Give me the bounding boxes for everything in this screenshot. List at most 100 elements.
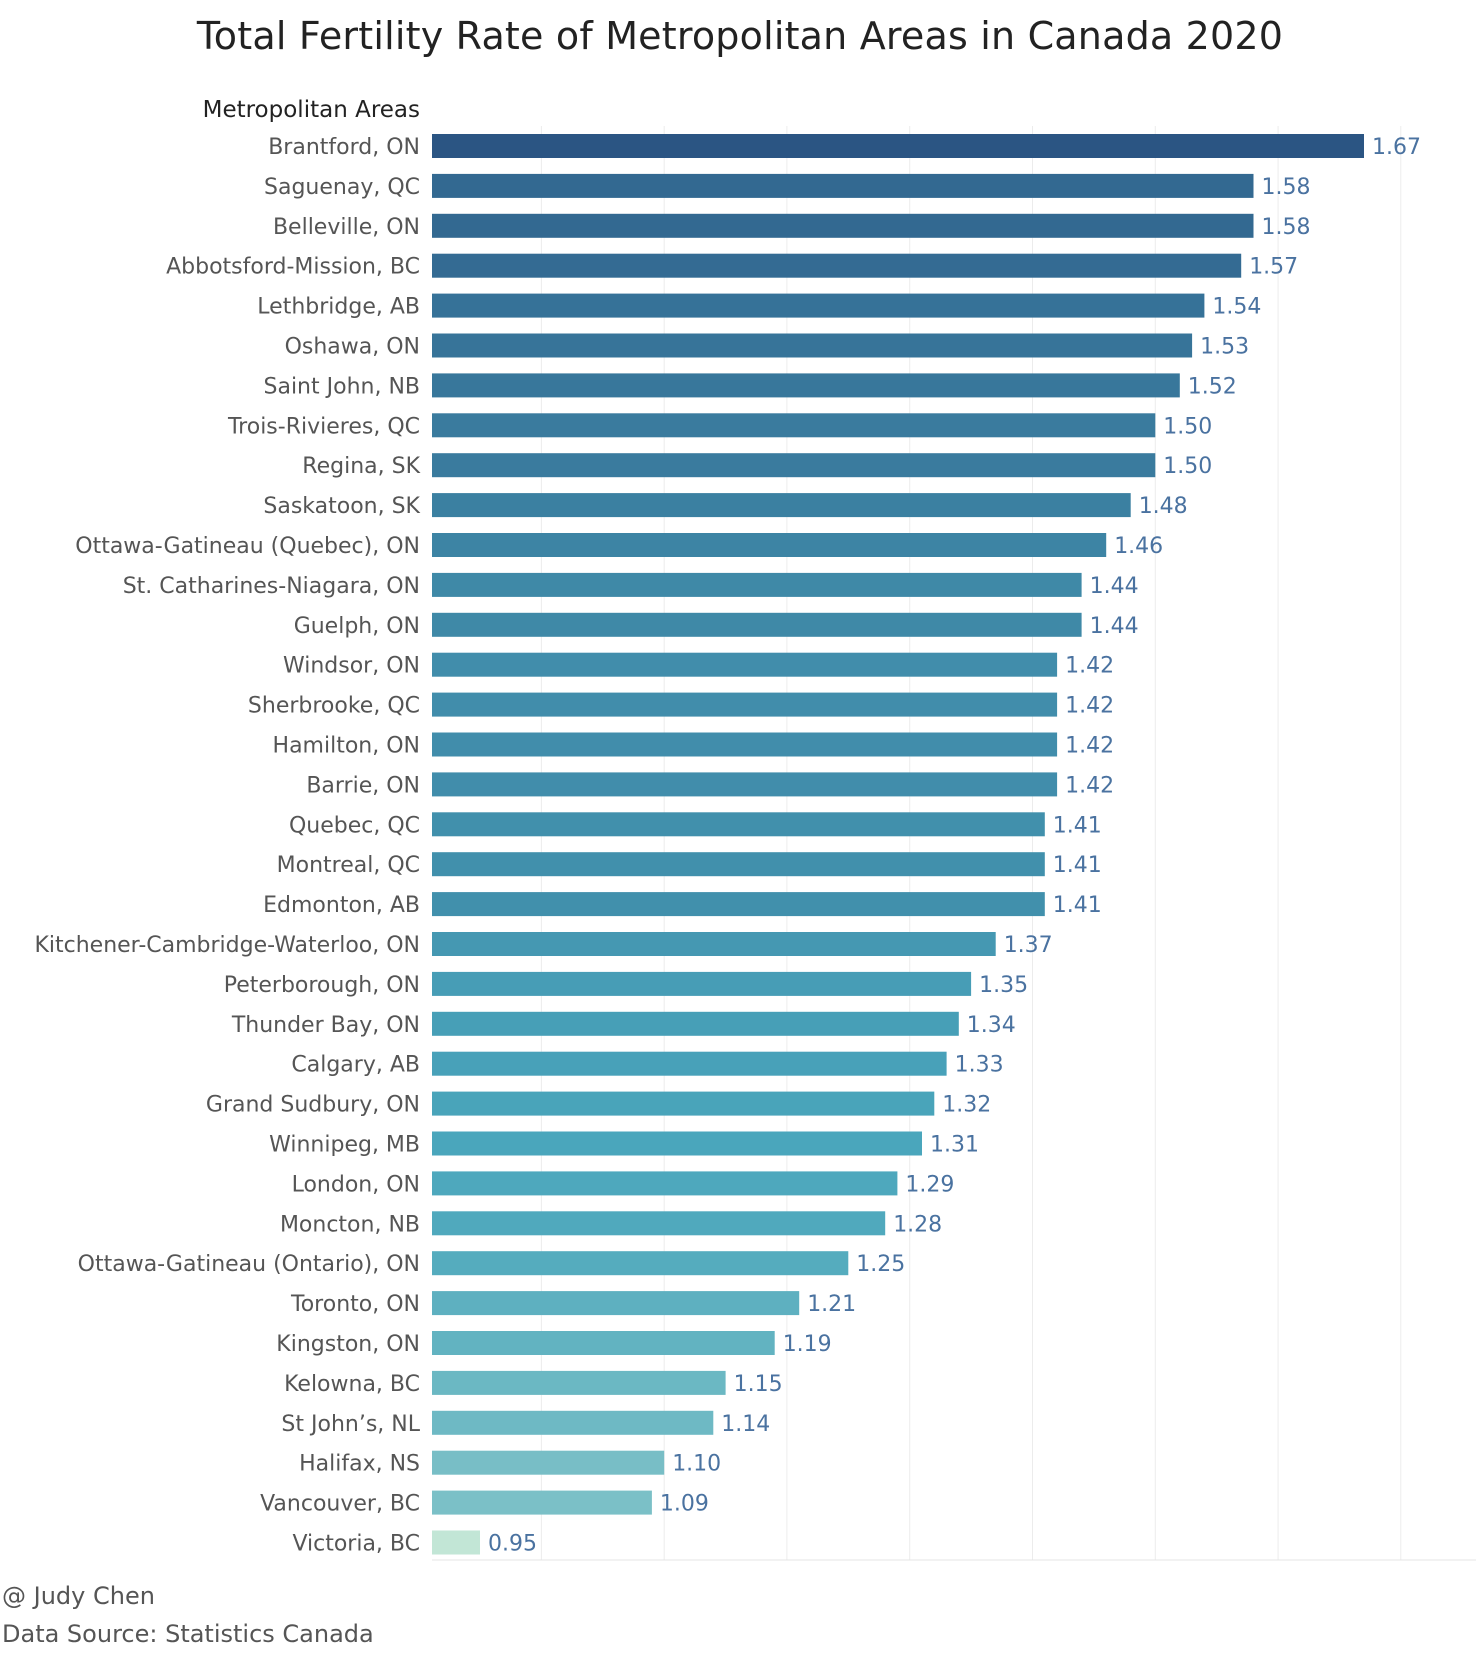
category-label: Peterborough, ON	[224, 973, 420, 998]
bar	[432, 533, 1107, 557]
data-label: 1.41	[1053, 893, 1102, 918]
author-credit: @ Judy Chen	[2, 1582, 155, 1610]
bar	[432, 612, 1082, 637]
bar-row: Moncton, NB 1.28	[280, 1211, 942, 1237]
data-label: 1.10	[672, 1452, 721, 1477]
bar	[432, 413, 1156, 438]
bar-row: Quebec, QC 1.41	[289, 812, 1102, 838]
category-label: Kelowna, BC	[284, 1372, 420, 1397]
data-label: 1.67	[1372, 135, 1421, 160]
bar	[432, 692, 1058, 717]
category-label: Sherbrooke, QC	[248, 694, 420, 719]
category-axis-title: Metropolitan Areas	[203, 97, 420, 123]
data-label: 1.15	[734, 1372, 783, 1397]
data-label: 1.44	[1090, 614, 1139, 639]
category-label: Windsor, ON	[283, 654, 420, 679]
bar-row: Sherbrooke, QC 1.42	[248, 692, 1114, 719]
bar	[432, 812, 1045, 837]
bar	[432, 1091, 935, 1116]
category-label: Ottawa-Gatineau (Quebec), ON	[75, 534, 420, 559]
bar-row: Oshawa, ON 1.53	[285, 333, 1249, 360]
bar	[432, 1291, 800, 1316]
bar	[432, 1450, 665, 1475]
data-label: 1.09	[660, 1492, 709, 1517]
category-label: Saint John, NB	[264, 374, 421, 399]
bar-row: Belleville, ON 1.58	[273, 213, 1311, 240]
data-label: 1.35	[979, 973, 1028, 998]
bar	[432, 572, 1082, 597]
category-label: Abbotsford-Mission, BC	[166, 255, 420, 280]
category-label: Ottawa-Gatineau (Ontario), ON	[78, 1252, 420, 1277]
category-label: London, ON	[292, 1172, 420, 1197]
category-label: Saskatoon, SK	[263, 494, 420, 519]
data-label: 1.42	[1065, 773, 1114, 798]
data-label: 1.21	[807, 1292, 856, 1317]
bar	[432, 1331, 775, 1355]
bar	[432, 1251, 849, 1276]
category-label: Victoria, BC	[292, 1532, 420, 1557]
data-label: 1.42	[1065, 734, 1114, 759]
data-label: 1.57	[1249, 255, 1298, 280]
data-label: 1.37	[1004, 933, 1053, 958]
category-label: Trois-Rivieres, QC	[227, 414, 420, 439]
bar	[432, 1370, 726, 1395]
data-label: 1.31	[930, 1133, 979, 1158]
bar-row: Calgary, AB 1.33	[291, 1051, 1004, 1078]
data-label: 1.52	[1188, 374, 1237, 399]
category-label: Thunder Bay, ON	[231, 1013, 420, 1038]
bar-row: Brantford, ON 1.67	[268, 134, 1421, 160]
data-label: 0.95	[488, 1532, 537, 1557]
bar-row: Montreal, QC 1.41	[277, 852, 1102, 878]
category-label: Vancouver, BC	[260, 1492, 420, 1517]
bar	[432, 971, 972, 996]
data-label: 1.14	[721, 1412, 770, 1437]
data-label: 1.19	[783, 1332, 832, 1357]
bar	[432, 1490, 652, 1515]
bar	[432, 293, 1205, 318]
category-label: Kitchener-Cambridge-Waterloo, ON	[34, 933, 420, 958]
bar	[432, 213, 1254, 238]
category-label: Grand Sudbury, ON	[206, 1093, 420, 1118]
bar	[432, 932, 996, 956]
data-label: 1.42	[1065, 654, 1114, 679]
data-label: 1.53	[1200, 335, 1249, 360]
category-label: Belleville, ON	[273, 215, 420, 240]
data-label: 1.41	[1053, 853, 1102, 878]
category-label: Montreal, QC	[277, 853, 420, 878]
bar-row: Toronto, ON 1.21	[290, 1291, 856, 1317]
bar	[432, 493, 1131, 518]
category-label: Edmonton, AB	[263, 893, 420, 918]
data-label: 1.48	[1139, 494, 1188, 519]
category-label: Oshawa, ON	[285, 335, 420, 360]
bar	[432, 1051, 947, 1076]
bar-row: Abbotsford-Mission, BC 1.57	[166, 253, 1298, 280]
data-label: 1.58	[1262, 215, 1311, 240]
bar	[432, 253, 1242, 278]
bar	[432, 732, 1058, 757]
category-label: Toronto, ON	[290, 1292, 420, 1317]
category-label: Saguenay, QC	[264, 175, 420, 200]
bar-row: Ottawa-Gatineau (Quebec), ON 1.46	[75, 533, 1163, 559]
bar-row: Vancouver, BC 1.09	[260, 1490, 709, 1517]
bar-chart: Metropolitan Areas Brantford, ON 1.67 Sagu…	[34, 97, 1476, 1561]
bar-row: Barrie, ON 1.42	[306, 772, 1114, 798]
category-label: Guelph, ON	[294, 614, 420, 639]
bar-row: Trois-Rivieres, QC 1.50	[227, 413, 1212, 439]
bar	[432, 652, 1058, 677]
bar-row: Saguenay, QC 1.58	[264, 173, 1310, 200]
category-label: Halifax, NS	[299, 1452, 420, 1477]
bar-row: Windsor, ON 1.42	[283, 652, 1114, 679]
data-source: Data Source: Statistics Canada	[2, 1620, 374, 1648]
bar-row: Saskatoon, SK 1.48	[263, 493, 1188, 519]
bar	[432, 1011, 959, 1036]
bar-row: Saint John, NB 1.52	[264, 373, 1237, 399]
category-label: Winnipeg, MB	[269, 1133, 420, 1158]
bar	[432, 134, 1364, 158]
category-label: Moncton, NB	[280, 1212, 420, 1237]
bar-row: Ottawa-Gatineau (Ontario), ON 1.25	[78, 1251, 905, 1277]
category-label: Barrie, ON	[306, 773, 420, 798]
category-label: Kingston, ON	[276, 1332, 420, 1357]
data-label: 1.33	[955, 1053, 1004, 1078]
bar	[432, 1410, 714, 1435]
